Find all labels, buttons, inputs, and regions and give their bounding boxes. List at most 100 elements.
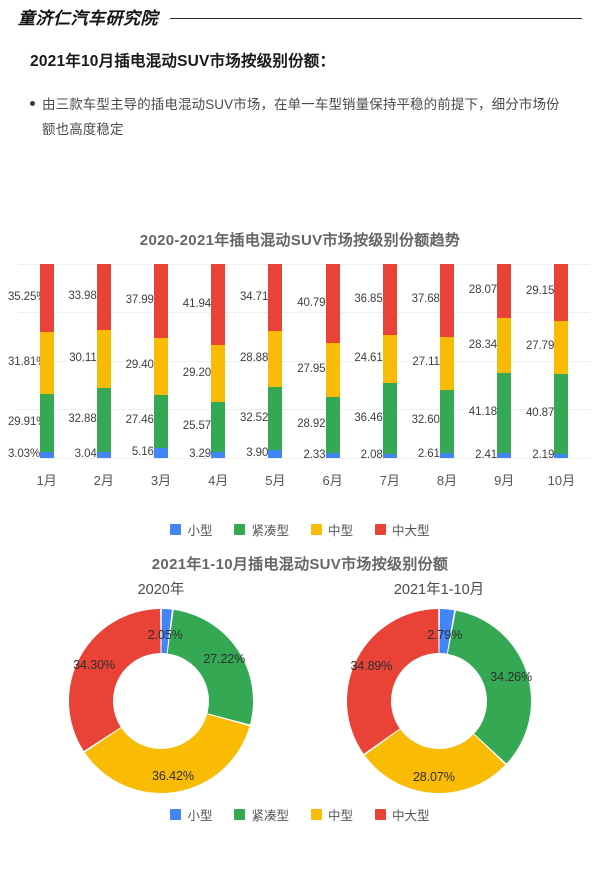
bar-segment-中型[interactable] [268,331,283,388]
bar-column[interactable]: 2.08% 36.46% 24.61% 36.85% 7月 [354,263,418,488]
bar-stack[interactable] [554,263,569,458]
bar-segment-紧凑型[interactable] [268,387,283,451]
bar-column[interactable]: 3.90% 32.52% 28.88% 34.71% 5月 [240,263,304,488]
donut-canvas: 2.79% 34.26% 28.07% 34.89% [329,601,549,801]
donut-svg [69,608,253,793]
legend-item-donut-3[interactable]: 中大型 [375,805,430,824]
donut-data-label: 34.26% [490,670,533,685]
bar-segment-小型[interactable] [96,452,111,458]
donut-canvas: 2.05% 27.22% 36.42% 34.30% [51,601,271,801]
bar-segment-紧凑型[interactable] [211,401,226,452]
bar-x-axis-label: 9月 [494,472,515,488]
bar-column[interactable]: 5.16% 27.46% 29.40% 37.99% 3月 [126,263,189,488]
donut-slice-紧凑型[interactable] [167,609,253,725]
bar-stack[interactable] [268,263,283,458]
bar-segment-中大型[interactable] [268,263,283,332]
legend-item-bar-2[interactable]: 中型 [311,520,353,539]
bar-column[interactable]: 3.04% 32.88% 30.11% 33.98% 2月 [68,263,132,488]
legend-swatch-icon [170,808,182,820]
legend-label: 紧凑型 [251,523,289,538]
legend-item-bar-0[interactable]: 小型 [170,520,212,539]
bar-stack[interactable] [382,263,397,458]
bar-segment-小型[interactable] [268,450,283,458]
bar-segment-紧凑型[interactable] [382,383,397,454]
bar-segment-中型[interactable] [382,335,397,384]
donut-slice-中大型[interactable] [346,608,439,754]
bar-stack[interactable] [497,263,512,458]
legend-item-bar-1[interactable]: 紧凑型 [234,520,289,539]
bar-chart-legend: 小型 紧凑型 中型 中大型 [0,520,600,539]
bar-stack[interactable] [153,263,168,458]
bar-stack[interactable] [96,263,111,458]
legend-item-donut-1[interactable]: 紧凑型 [234,805,289,824]
bar-column[interactable]: 2.19% 40.87% 27.79% 29.15% 10月 [526,263,590,488]
bullet-dot-icon [30,101,35,106]
bar-stack[interactable] [325,263,340,458]
bar-segment-中大型[interactable] [554,263,569,321]
bar-segment-小型[interactable] [211,451,226,458]
donut-slice-紧凑型[interactable] [447,610,531,764]
bar-segment-中型[interactable] [211,345,226,402]
bar-segment-小型[interactable] [382,453,397,458]
page-title: 2021年10月插电混动SUV市场按级别份额： [30,53,336,70]
bar-segment-紧凑型[interactable] [497,373,512,454]
donut-slice-小型[interactable] [439,608,455,654]
bar-segment-小型[interactable] [39,452,54,458]
bar-segment-小型[interactable] [325,453,340,458]
bar-segment-紧凑型[interactable] [39,394,54,453]
bar-x-axis-label: 6月 [322,472,343,488]
bar-stack[interactable] [39,263,54,458]
bar-segment-紧凑型[interactable] [96,388,111,453]
legend-label: 中型 [328,523,354,538]
donut-slice-中大型[interactable] [69,608,161,751]
legend-swatch-icon [375,523,387,535]
bar-column[interactable]: 3.29% 25.57% 29.20% 41.94% 4月 [183,263,247,488]
bar-segment-中型[interactable] [554,320,569,375]
donut-data-label: 27.22% [203,651,246,666]
donut-slice-中型[interactable] [364,729,506,793]
bar-segment-小型[interactable] [153,447,168,458]
bar-segment-中大型[interactable] [497,263,512,319]
legend-item-donut-0[interactable]: 小型 [170,805,212,824]
donut-panel-0: 2020年 2.05% 27.22% 36.42% 34.30% [51,578,271,801]
bar-x-axis-label: 8月 [436,472,458,488]
bar-segment-紧凑型[interactable] [439,389,454,453]
donut-data-label: 2.05% [147,628,183,643]
bar-segment-中型[interactable] [439,337,454,390]
bar-segment-中大型[interactable] [211,263,226,346]
donut-panel-1: 2021年1-10月 2.79% 34.26% 28.07% 34.89% [329,578,549,801]
bar-data-label: 3.03% [8,447,41,460]
bar-segment-小型[interactable] [439,452,454,458]
bar-segment-中型[interactable] [39,332,54,395]
bar-column[interactable]: 2.33% 28.92% 27.95% 40.79% 6月 [297,263,361,488]
bar-segment-紧凑型[interactable] [325,397,340,454]
bar-segment-中大型[interactable] [439,263,454,338]
bar-segment-中型[interactable] [96,329,111,389]
bar-segment-中型[interactable] [325,343,340,398]
legend-item-bar-3[interactable]: 中大型 [375,520,430,539]
bar-segment-中型[interactable] [153,337,168,395]
bar-segment-中型[interactable] [497,318,512,374]
bar-column[interactable]: 2.61% 32.60% 27.11% 37.68% 8月 [412,263,475,488]
bar-segment-小型[interactable] [497,453,512,458]
bar-segment-紧凑型[interactable] [554,374,569,454]
bar-segment-中大型[interactable] [96,263,111,330]
bar-stack[interactable] [211,263,226,458]
legend-label: 中型 [328,808,354,823]
bar-stack[interactable] [439,263,454,458]
donut-slice-小型[interactable] [161,608,172,654]
bar-chart-section: 2020-2021年插电混动SUV市场按级别份额趋势 3.03% 29.91% 31… [0,229,600,539]
bar-segment-紧凑型[interactable] [153,394,168,448]
bar-x-axis-label: 10月 [547,472,576,488]
bar-column[interactable]: 2.41% 41.18% 28.34% 28.07% 9月 [469,263,533,488]
gridline-3 [18,409,590,411]
donut-slice-中型[interactable] [84,714,250,793]
bar-segment-小型[interactable] [554,453,569,458]
bar-segment-中大型[interactable] [382,263,397,336]
bar-segment-中大型[interactable] [325,263,340,344]
legend-item-donut-2[interactable]: 中型 [311,805,353,824]
bar-segment-中大型[interactable] [39,263,54,333]
donut-chart-section: 2021年1-10月插电混动SUV市场按级别份额 2020年 2.05% 27.22… [0,553,600,824]
bar-segment-中大型[interactable] [153,263,168,338]
bar-column[interactable]: 3.03% 29.91% 31.81% 35.25% 1月 [8,263,75,488]
